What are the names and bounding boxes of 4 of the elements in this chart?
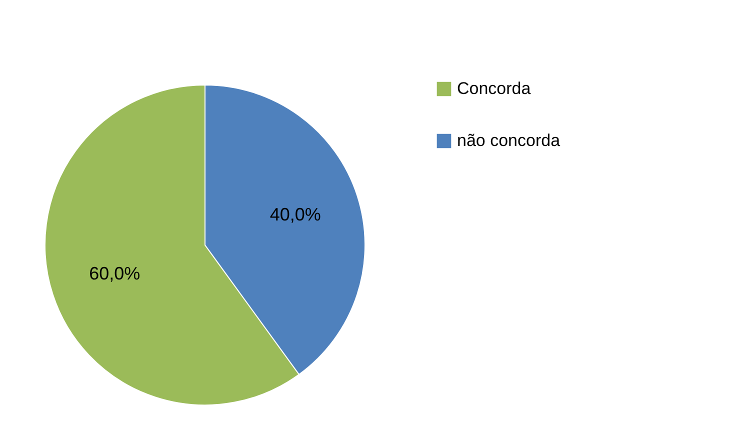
data-label: 40,0% [270,204,321,225]
legend-label: Concorda [457,79,532,98]
data-label: 60,0% [89,263,140,284]
legend-label: não concorda [457,131,561,150]
